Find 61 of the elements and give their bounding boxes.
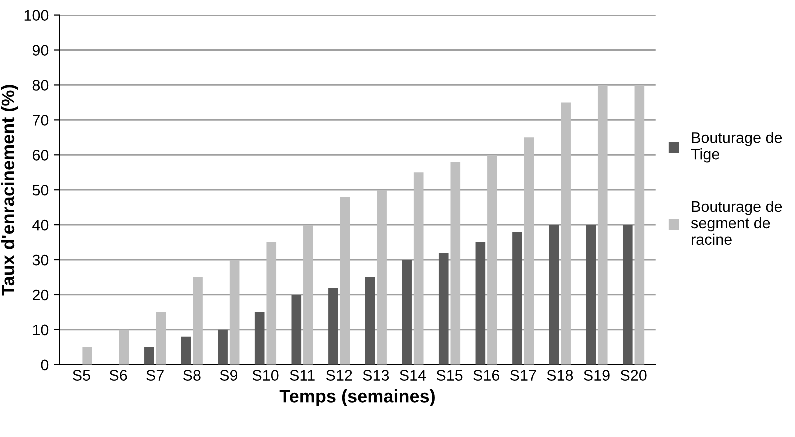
bar [340,197,350,365]
bar [156,312,166,365]
legend-label: Bouturage de Tige [691,132,782,163]
bar [634,85,645,365]
y-tick-label: 30 [32,254,49,266]
bar [549,225,560,365]
y-tick-label: 70 [33,115,49,126]
bar [524,138,534,365]
bar [512,232,522,365]
bar [266,242,277,365]
x-axis-title: Temps (semaines) [280,390,435,406]
bar [438,253,449,365]
x-tick-label: S7 [146,370,164,381]
x-tick-label: S8 [183,370,201,381]
y-tick-label: 100 [24,10,49,21]
y-axis-title: Taux d'enracinement (%) [1,85,18,296]
x-tick-label: S11 [290,370,315,381]
y-tick-label: 40 [32,220,49,231]
y-tick-label: 60 [32,150,49,161]
y-tick-label: 0 [41,360,49,371]
x-tick-label: S17 [510,370,536,381]
bar [561,102,571,365]
legend-label: Bouturage de segment de racine [691,200,782,246]
y-tick-label: 50 [32,184,49,196]
bar [414,172,424,365]
bar [119,330,130,365]
x-tick-label: S5 [73,370,90,381]
bar [488,155,498,365]
x-tick-label: S9 [220,370,238,381]
y-tick-label: 90 [32,45,49,56]
x-tick-label: S14 [400,370,426,381]
bar [193,277,203,365]
bar [144,347,154,365]
bar [304,225,314,365]
bar [230,260,240,365]
bar [622,225,633,365]
bar [82,347,93,365]
bar [254,312,265,365]
bar [402,260,412,365]
bar [586,225,596,365]
bar [218,330,228,365]
x-tick-label: S13 [363,370,390,381]
x-tick-label: S12 [326,370,352,381]
bar [598,85,608,365]
y-tick-label: 10 [33,324,49,336]
bar [476,242,486,365]
x-tick-label: S15 [436,370,463,381]
bar [328,288,338,365]
x-tick-label: S10 [252,370,279,381]
y-tick-label: 80 [32,80,49,91]
x-tick-label: S16 [474,370,500,381]
bar [181,336,192,365]
x-tick-label: S18 [547,370,574,381]
bar [365,277,376,365]
bar [450,162,461,365]
x-tick-label: S20 [620,370,647,381]
bar [377,190,387,365]
x-tick-label: S6 [110,370,128,381]
y-tick-label: 20 [32,290,49,301]
x-tick-label: S19 [584,370,610,381]
bar [292,294,302,365]
